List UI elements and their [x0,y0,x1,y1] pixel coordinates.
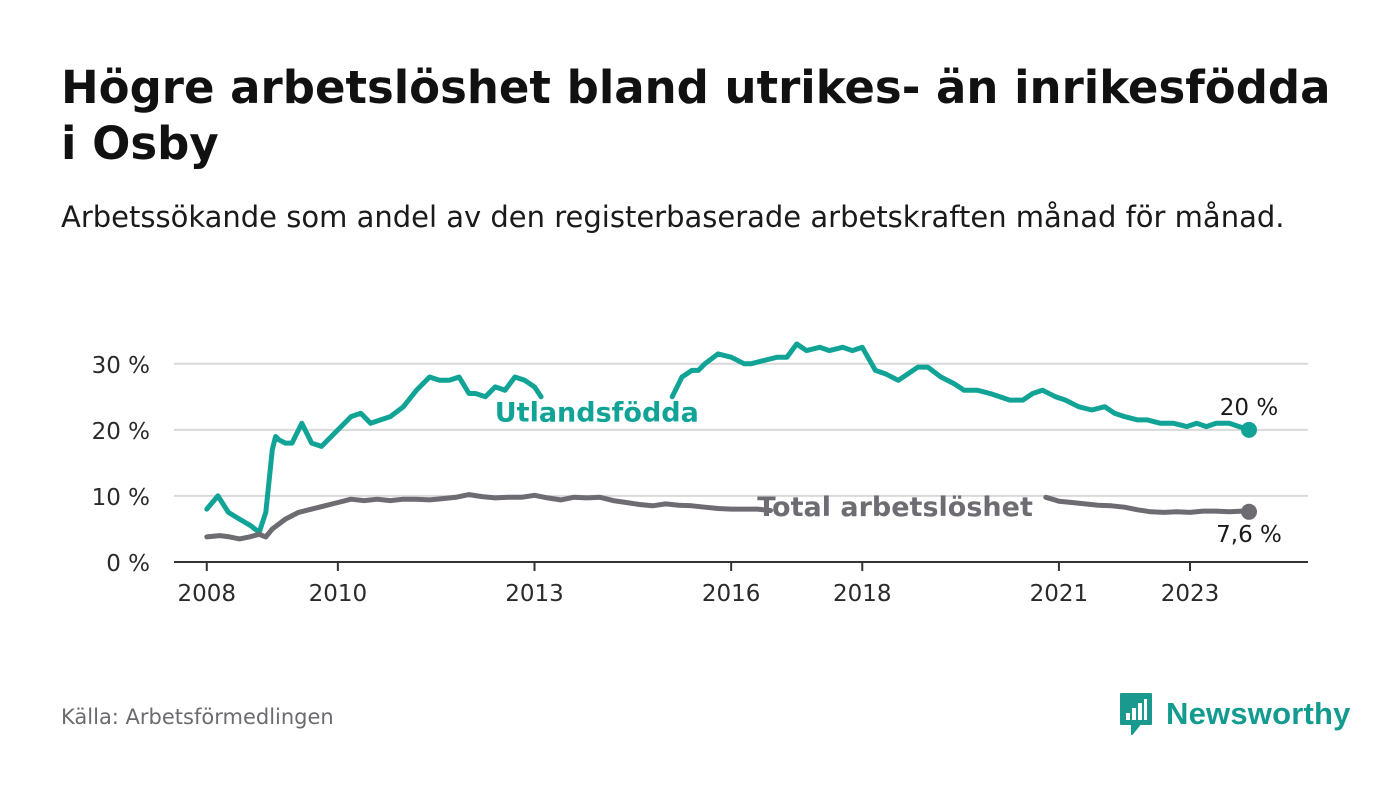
y-tick-label: 30 % [92,353,150,379]
series-label-utlandsfodda: Utlandsfödda [495,397,699,428]
bar-chart-speech-bubble-icon [1120,693,1152,735]
end-point-utlandsfodda [1241,421,1258,438]
x-tick-label: 2016 [702,581,761,607]
series-label-total: Total arbetslöshet [757,492,1033,523]
x-tick-label: 2013 [505,581,564,607]
x-tick-label: 2008 [178,581,237,607]
chart-subtitle: Arbetssökande som andel av den registerb… [61,200,1285,234]
brand-name: Newsworthy [1166,696,1351,731]
chart-title: Högre arbetslöshet bland utrikes- än inr… [61,61,1331,170]
end-label-utlandsfodda: 20 % [1220,395,1278,421]
source-note: Källa: Arbetsförmedlingen [61,705,334,729]
x-tick-label: 2023 [1161,581,1220,607]
x-tick-label: 2018 [833,581,892,607]
y-tick-label: 10 % [92,485,150,511]
x-tick-label: 2021 [1030,581,1089,607]
series-line-utlandsfodda [204,341,1252,535]
series-line-total [204,492,1252,542]
brand-logo: Newsworthy [1118,690,1351,738]
end-label-total: 7,6 % [1216,522,1282,548]
end-point-total [1241,503,1258,520]
y-tick-label: 0 % [106,551,150,577]
y-tick-label: 20 % [92,419,150,445]
x-tick-label: 2010 [309,581,368,607]
